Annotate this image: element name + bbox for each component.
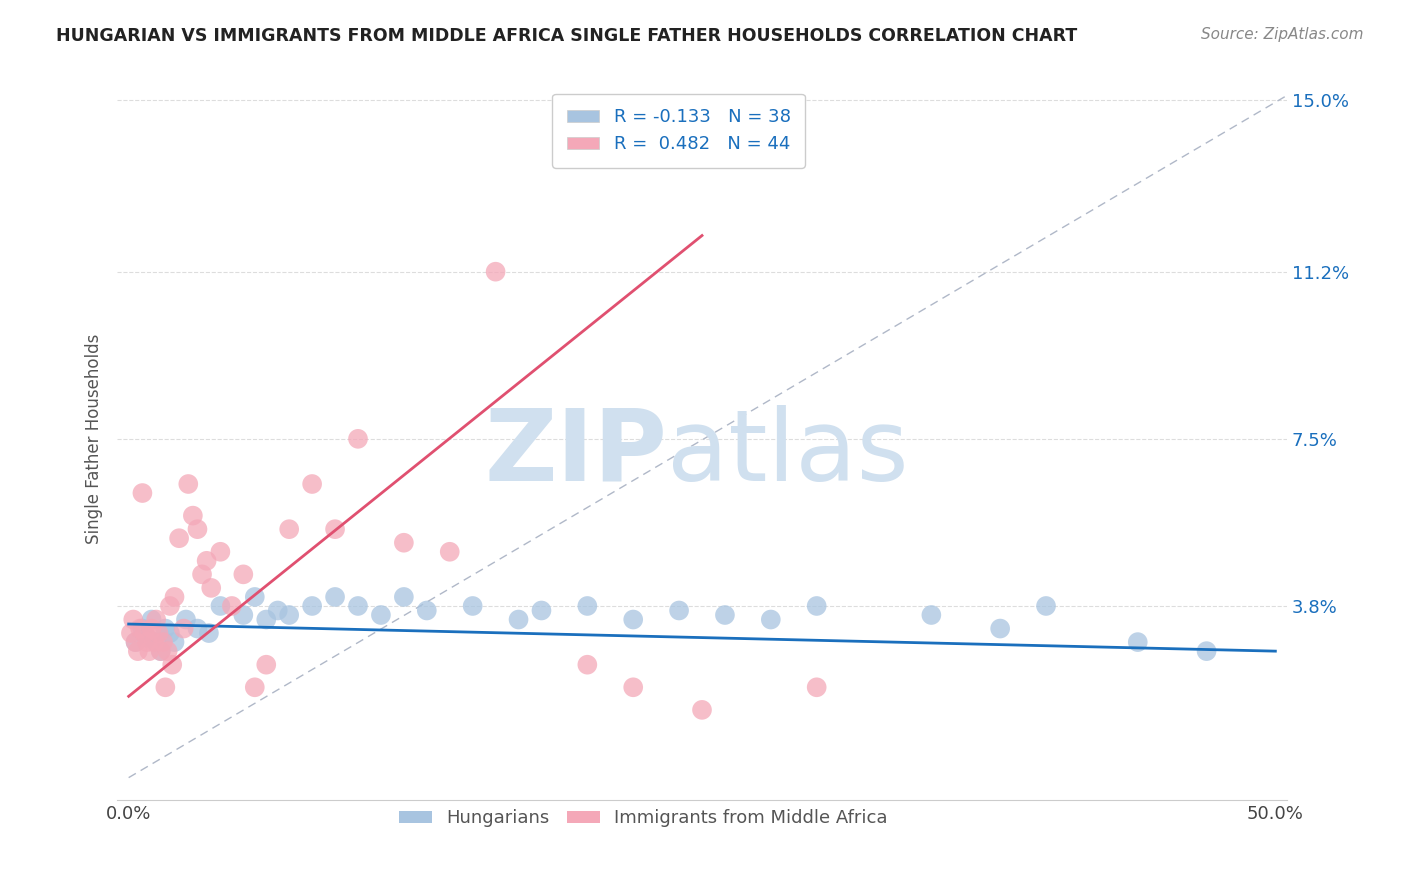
Point xyxy=(243,590,266,604)
Point xyxy=(1195,644,1218,658)
Point xyxy=(186,522,208,536)
Point xyxy=(200,581,222,595)
Point xyxy=(124,635,146,649)
Point xyxy=(621,680,644,694)
Point xyxy=(254,613,277,627)
Point xyxy=(181,508,204,523)
Point xyxy=(152,635,174,649)
Point xyxy=(254,657,277,672)
Point xyxy=(177,477,200,491)
Legend: Hungarians, Immigrants from Middle Africa: Hungarians, Immigrants from Middle Afric… xyxy=(392,802,896,835)
Point xyxy=(347,432,370,446)
Point xyxy=(668,603,690,617)
Point xyxy=(439,545,461,559)
Point xyxy=(461,599,484,613)
Point xyxy=(173,622,195,636)
Point xyxy=(209,599,232,613)
Point xyxy=(142,635,165,649)
Point xyxy=(198,626,221,640)
Point xyxy=(232,607,254,622)
Point xyxy=(1126,635,1149,649)
Point xyxy=(131,622,153,636)
Point xyxy=(1035,599,1057,613)
Point xyxy=(690,703,713,717)
Point xyxy=(621,613,644,627)
Point xyxy=(920,607,942,622)
Point xyxy=(155,622,177,636)
Point xyxy=(243,680,266,694)
Point xyxy=(160,657,183,672)
Point xyxy=(508,613,530,627)
Point xyxy=(174,613,197,627)
Point xyxy=(167,531,190,545)
Point xyxy=(209,545,232,559)
Point xyxy=(149,644,172,658)
Point xyxy=(416,603,439,617)
Text: Source: ZipAtlas.com: Source: ZipAtlas.com xyxy=(1201,27,1364,42)
Point xyxy=(148,626,170,640)
Point xyxy=(759,613,782,627)
Point xyxy=(232,567,254,582)
Text: ZIP: ZIP xyxy=(484,405,666,502)
Point xyxy=(136,635,159,649)
Point xyxy=(530,603,553,617)
Point xyxy=(301,477,323,491)
Y-axis label: Single Father Households: Single Father Households xyxy=(86,334,103,544)
Point xyxy=(988,622,1011,636)
Point xyxy=(122,613,145,627)
Point xyxy=(370,607,392,622)
Point xyxy=(347,599,370,613)
Point xyxy=(221,599,243,613)
Point xyxy=(195,554,218,568)
Point xyxy=(484,265,506,279)
Point xyxy=(129,622,152,636)
Point xyxy=(278,607,301,622)
Point xyxy=(141,622,163,636)
Point xyxy=(267,603,290,617)
Point xyxy=(576,657,599,672)
Point xyxy=(131,486,153,500)
Point xyxy=(159,599,181,613)
Text: HUNGARIAN VS IMMIGRANTS FROM MIDDLE AFRICA SINGLE FATHER HOUSEHOLDS CORRELATION : HUNGARIAN VS IMMIGRANTS FROM MIDDLE AFRI… xyxy=(56,27,1077,45)
Point xyxy=(714,607,737,622)
Point xyxy=(278,522,301,536)
Point xyxy=(159,626,181,640)
Point xyxy=(806,599,828,613)
Point xyxy=(124,635,146,649)
Point xyxy=(145,613,167,627)
Point xyxy=(127,644,149,658)
Point xyxy=(323,590,346,604)
Point xyxy=(155,680,177,694)
Point xyxy=(134,626,156,640)
Point xyxy=(163,590,186,604)
Point xyxy=(136,631,159,645)
Point xyxy=(323,522,346,536)
Point xyxy=(186,622,208,636)
Point xyxy=(141,613,163,627)
Point xyxy=(163,635,186,649)
Point xyxy=(806,680,828,694)
Point xyxy=(191,567,214,582)
Point xyxy=(576,599,599,613)
Point xyxy=(301,599,323,613)
Point xyxy=(138,644,160,658)
Point xyxy=(149,644,172,658)
Point xyxy=(392,590,415,604)
Point xyxy=(156,644,179,658)
Text: atlas: atlas xyxy=(666,405,908,502)
Point xyxy=(120,626,142,640)
Point xyxy=(392,535,415,549)
Point xyxy=(145,635,167,649)
